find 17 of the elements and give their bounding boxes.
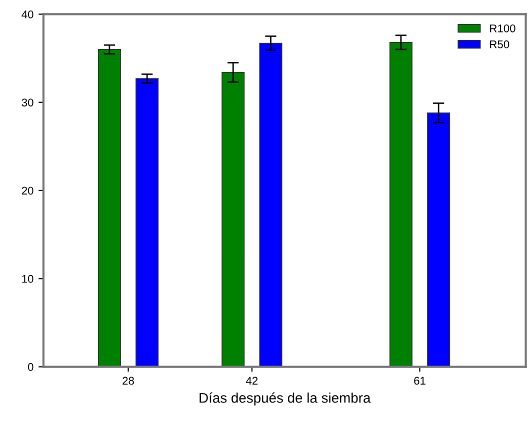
x-tick-label: 28: [122, 376, 134, 385]
bar: [222, 72, 245, 367]
y-tick-label: 20: [22, 186, 34, 195]
bar: [259, 42, 282, 367]
bar: [98, 49, 121, 367]
y-tick-label: 10: [22, 274, 34, 283]
x-tick-label: 42: [246, 376, 258, 385]
bar: [427, 112, 450, 367]
y-tick-label: 0: [28, 363, 34, 371]
y-tick-label: 30: [22, 98, 34, 106]
bar: [389, 42, 412, 367]
x-tick-label: 61: [414, 376, 426, 385]
x-axis-title: Días después de la siembra: [200, 392, 371, 406]
bar: [136, 78, 159, 367]
legend-label: R50: [490, 40, 510, 48]
y-tick-label: 40: [22, 10, 34, 18]
legend-label: R100: [490, 24, 516, 32]
